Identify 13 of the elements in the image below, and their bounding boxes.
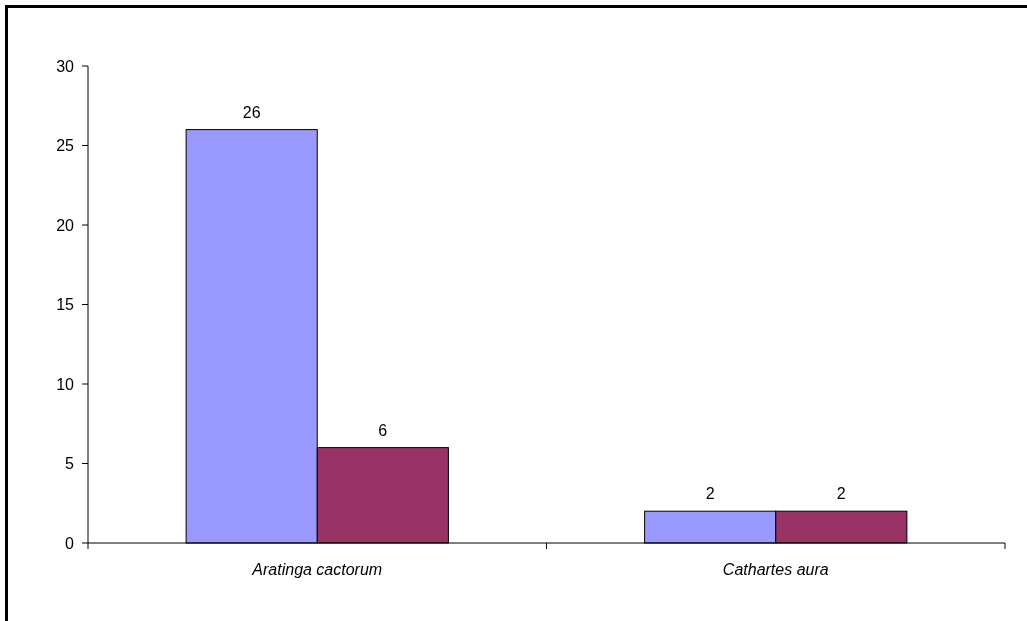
- y-tick-label: 0: [65, 534, 75, 552]
- y-tick-label: 20: [56, 216, 75, 234]
- data-label: 6: [378, 421, 388, 439]
- y-tick-label: 30: [56, 57, 75, 75]
- data-label: 26: [242, 103, 261, 121]
- x-tick-label: Aratinga cactorum: [251, 561, 383, 578]
- y-tick-label: 5: [65, 455, 75, 473]
- y-tick-label: 15: [56, 296, 75, 314]
- data-label: 2: [836, 485, 846, 503]
- data-label: 2: [705, 485, 715, 503]
- x-tick-label: Cathartes aura: [722, 561, 829, 578]
- y-tick-label: 10: [56, 375, 75, 393]
- y-tick-label: 25: [56, 137, 75, 155]
